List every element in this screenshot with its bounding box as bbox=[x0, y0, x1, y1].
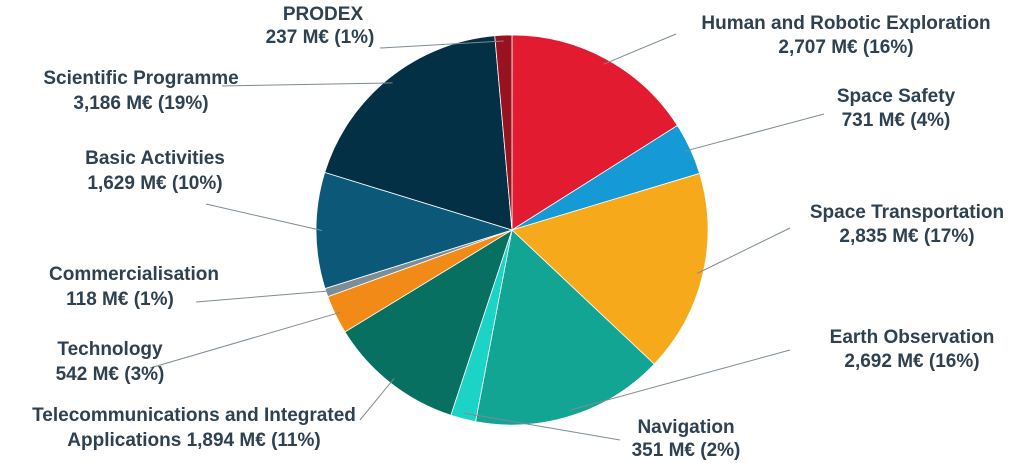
leader-line-prodex bbox=[379, 40, 504, 49]
label-space-transportation-name: Space Transportation bbox=[810, 202, 1004, 223]
label-basic-activities-name: Basic Activities bbox=[85, 148, 225, 169]
label-scientific-percent: (19%) bbox=[158, 93, 209, 114]
leader-line-basic-activities bbox=[205, 203, 323, 231]
label-technology-name: Technology bbox=[57, 339, 163, 360]
leader-lines-layer bbox=[149, 33, 825, 441]
leader-line-navigation bbox=[464, 412, 621, 441]
label-human-robotic-value: 2,707 M€ (16%) bbox=[778, 37, 913, 58]
label-navigation-value: 351 M€ (2%) bbox=[632, 440, 741, 461]
label-space-transportation-amount: 2,835 M€ bbox=[839, 226, 919, 247]
leader-line-technology bbox=[149, 311, 341, 369]
label-space-safety-name: Space Safety bbox=[837, 86, 956, 107]
label-commercialisation-amount: 118 M€ bbox=[66, 289, 129, 310]
labels-layer: PRODEX 237 M€ (1%) Human and Robotic Exp… bbox=[32, 4, 1004, 461]
label-human-robotic-amount: 2,707 M€ bbox=[778, 37, 858, 58]
label-telecom-line1: Telecommunications and Integrated bbox=[32, 405, 356, 426]
label-telecom-amount: 1,894 M€ bbox=[187, 430, 267, 451]
leader-line-commercialisation bbox=[195, 290, 333, 303]
label-commercialisation-name: Commercialisation bbox=[49, 264, 219, 285]
pie-slice-prodex bbox=[494, 34, 513, 231]
leader-line-space-transportation bbox=[696, 227, 791, 274]
leader-line-telecommunications-and-integrated-applications bbox=[359, 378, 395, 421]
label-commercialisation-value: 118 M€ (1%) bbox=[66, 289, 174, 310]
label-earth-observation-value: 2,692 M€ (16%) bbox=[844, 351, 979, 372]
leader-line-space-safety bbox=[684, 113, 825, 152]
label-space-transportation-value: 2,835 M€ (17%) bbox=[839, 226, 974, 247]
slices-layer bbox=[315, 34, 709, 426]
label-earth-observation-amount: 2,692 M€ bbox=[844, 351, 924, 372]
label-prodex-name: PRODEX bbox=[283, 4, 364, 25]
label-navigation-amount: 351 M€ bbox=[632, 440, 696, 461]
pie-slice-basic-activities bbox=[315, 171, 514, 290]
leader-line-earth-observation bbox=[570, 349, 791, 411]
label-space-safety-amount: 731 M€ bbox=[842, 110, 906, 131]
label-space-safety-percent: (4%) bbox=[910, 110, 950, 131]
leader-line-human-and-robotic-exploration bbox=[603, 33, 677, 65]
label-earth-observation-name: Earth Observation bbox=[830, 327, 995, 348]
label-telecom-percent: (11%) bbox=[271, 430, 321, 451]
label-technology-amount: 542 M€ bbox=[56, 364, 120, 385]
pie-slice-human-and-robotic-exploration bbox=[511, 34, 679, 231]
label-basic-activities-amount: 1,629 M€ bbox=[87, 173, 167, 194]
label-scientific-amount: 3,186 M€ bbox=[73, 93, 153, 114]
pie-slice-earth-observation bbox=[475, 229, 655, 426]
label-telecom-line2: Applications 1,894 M€ (11%) bbox=[67, 430, 320, 451]
label-scientific-value: 3,186 M€ (19%) bbox=[73, 93, 208, 114]
label-technology-value: 542 M€ (3%) bbox=[56, 364, 165, 385]
label-scientific-name: Scientific Programme bbox=[43, 68, 238, 89]
label-human-robotic-name: Human and Robotic Exploration bbox=[701, 13, 990, 34]
label-technology-percent: (3%) bbox=[124, 364, 164, 385]
label-space-transportation-percent: (17%) bbox=[924, 226, 975, 247]
label-prodex-percent: (1%) bbox=[334, 27, 374, 48]
leader-line-scientific-programme bbox=[221, 82, 393, 87]
label-basic-activities-value: 1,629 M€ (10%) bbox=[87, 173, 222, 194]
label-earth-observation-percent: (16%) bbox=[929, 351, 980, 372]
label-navigation-percent: (2%) bbox=[700, 440, 740, 461]
pie-slice-space-transportation bbox=[511, 172, 709, 365]
label-prodex-value: 237 M€ (1%) bbox=[266, 27, 375, 48]
label-human-robotic-percent: (16%) bbox=[863, 37, 914, 58]
label-telecom-name-end: Applications bbox=[67, 430, 186, 451]
label-basic-activities-percent: (10%) bbox=[172, 173, 223, 194]
label-commercialisation-percent: (1%) bbox=[134, 289, 174, 310]
label-navigation-name: Navigation bbox=[637, 417, 734, 438]
pie-slice-scientific-programme bbox=[324, 35, 513, 231]
label-space-safety-value: 731 M€ (4%) bbox=[842, 110, 951, 131]
label-prodex-amount: 237 M€ bbox=[266, 27, 330, 48]
